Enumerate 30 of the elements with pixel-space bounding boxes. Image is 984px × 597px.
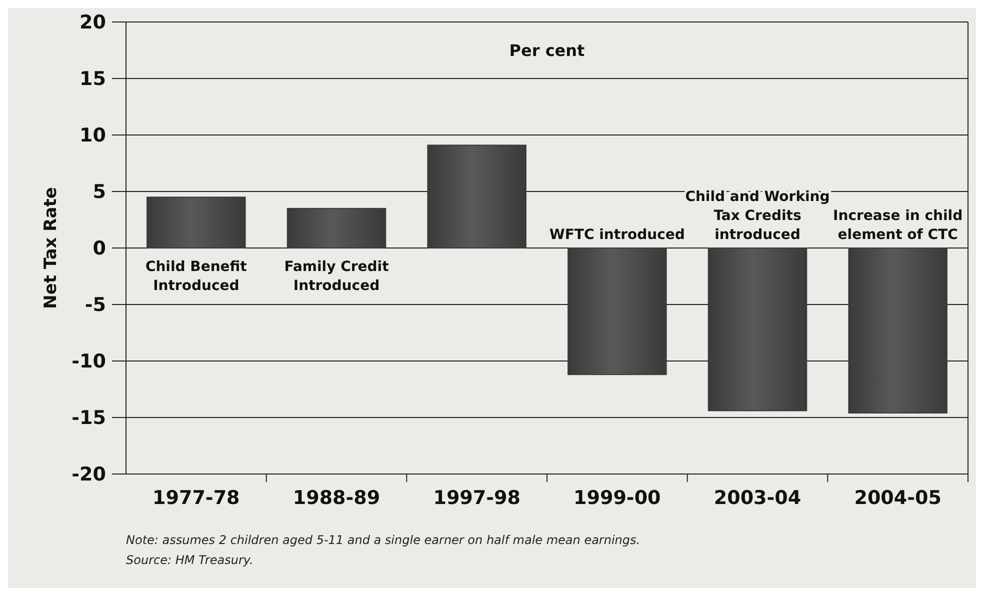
y-tick-label: 0 [92, 238, 106, 260]
x-tick-label: 1977-78 [152, 487, 240, 509]
text: Per cent [509, 41, 586, 60]
y-tick-label: 10 [80, 124, 106, 147]
y-tick-label: -15 [72, 407, 106, 430]
bar [848, 248, 948, 414]
y-tick-label: -5 [84, 294, 106, 316]
y-tick-label: 20 [80, 12, 106, 34]
annotation: Increase in child element of CTC [833, 208, 963, 243]
bar [146, 196, 246, 248]
annotation: Family Credit Introduced [284, 258, 390, 294]
annotation: Child and Working Tax Credits introduced [685, 188, 830, 243]
x-tick-label: 1988-89 [292, 487, 380, 509]
y-tick-label: -10 [72, 350, 106, 373]
x-tick-label: 1997-98 [433, 487, 520, 509]
y-tick-label: 5 [92, 181, 106, 204]
text: Note: assumes 2 children aged 5-11 and a single earner on half male mean earnings. [126, 533, 640, 547]
annotation: WFTC introduced [549, 226, 685, 243]
y-axis-title: Net Tax Rate [41, 187, 61, 309]
bar [286, 208, 386, 248]
y-tick-label: -20 [72, 464, 106, 486]
source-note: Source: HM Treasury. [126, 553, 254, 567]
x-tick-label: 2004-05 [854, 487, 942, 509]
annotation: Child Benefit Introduced [145, 258, 248, 294]
bar [568, 248, 667, 376]
x-tick-label: 1999-00 [574, 487, 661, 509]
x-tick-label: 2003-04 [714, 487, 802, 509]
bar [427, 144, 526, 248]
bar [708, 248, 808, 412]
y-tick-label: 15 [80, 68, 106, 90]
